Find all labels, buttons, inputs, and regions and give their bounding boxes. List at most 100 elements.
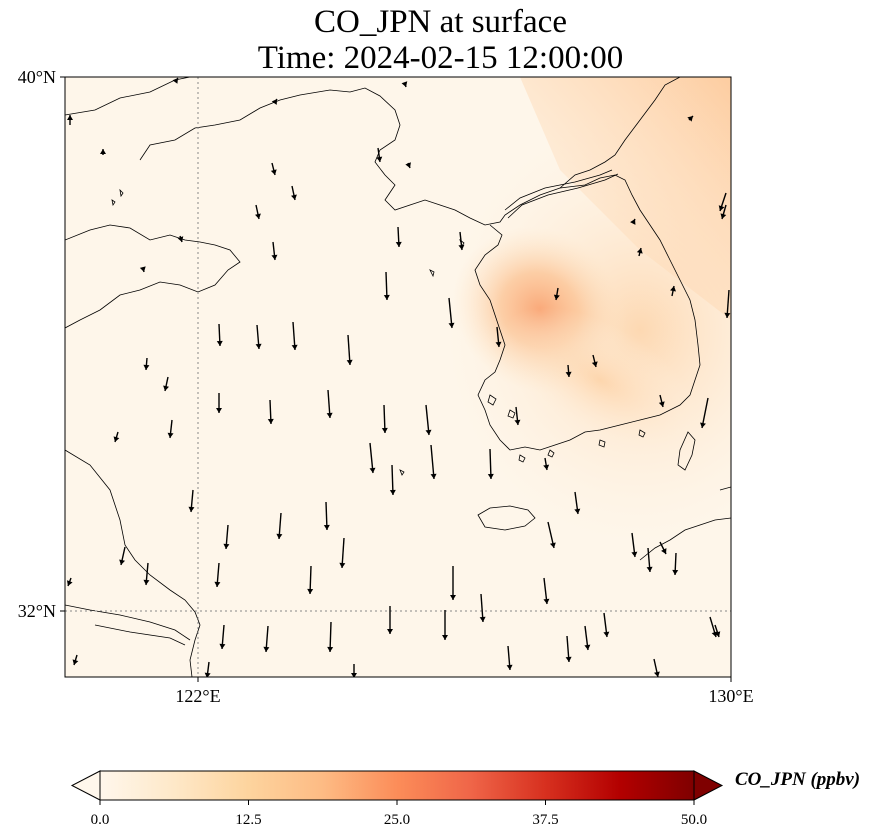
map-frame: [64, 76, 732, 678]
wind-arrow: [658, 394, 665, 408]
wind-arrow: [543, 577, 550, 605]
wind-arrow: [204, 661, 211, 677]
wind-arrow: [630, 218, 636, 225]
wind-arrow: [646, 547, 653, 573]
wind-arrow: [267, 399, 274, 425]
wind-arrow: [636, 247, 643, 257]
wind-arrow: [219, 624, 226, 650]
wind-vectors: [66, 77, 731, 677]
wind-arrow: [584, 625, 591, 651]
wind-arrow: [346, 334, 353, 366]
wind-arrow: [714, 624, 721, 638]
islands: [111, 188, 646, 476]
wind-arrow: [387, 606, 393, 634]
wind-arrow: [113, 431, 120, 443]
wind-arrow: [553, 287, 560, 301]
wind-arrow: [506, 645, 513, 671]
yangtze-estuary: [65, 604, 191, 646]
coastlines: [65, 77, 731, 677]
wind-arrow: [376, 147, 383, 163]
wind-arrow: [495, 326, 502, 348]
colorbar-ticks: 0.0 12.5 25.0 37.5 50.0: [91, 800, 707, 828]
wind-arrow: [653, 658, 660, 677]
wind-arrow: [223, 524, 230, 550]
colorbar-title: CO_JPN (ppbv): [735, 769, 861, 790]
wind-arrow: [271, 241, 278, 261]
lat-tick-label-40n: 40°N: [18, 67, 56, 87]
wind-arrow: [100, 149, 106, 155]
wind-arrow: [425, 404, 432, 436]
wind-arrow: [565, 364, 572, 378]
yalu-border: [504, 169, 619, 219]
wind-arrow: [458, 231, 465, 251]
wind-arrow: [405, 162, 411, 169]
wind-arrow: [72, 654, 79, 666]
colorbar-tick-label: 25.0: [384, 812, 410, 828]
wind-arrow: [351, 664, 357, 677]
wind-arrow: [631, 532, 638, 558]
wind-arrow: [143, 357, 150, 371]
wind-arrow: [720, 204, 727, 220]
wind-arrow: [687, 115, 694, 122]
wind-arrow: [276, 512, 283, 540]
wind-arrow: [389, 464, 396, 496]
wind-arrow: [672, 552, 679, 576]
wind-arrow: [574, 491, 581, 515]
wind-arrow: [167, 419, 174, 439]
wind-arrow: [487, 448, 494, 480]
wind-arrow: [67, 115, 73, 125]
plume-southeast-tail: [500, 307, 700, 453]
wind-arrow: [271, 98, 278, 105]
wind-arrow: [603, 612, 610, 638]
wind-arrow: [307, 565, 314, 595]
plume-northeast-band: [520, 77, 731, 320]
wind-arrow: [442, 610, 448, 640]
wind-arrow: [270, 162, 277, 176]
wind-arrow: [514, 406, 521, 426]
colorbar-tick-label: 37.5: [532, 812, 558, 828]
colorbar-extend-max: [693, 770, 724, 801]
wind-arrow: [381, 404, 388, 434]
wind-arrow: [323, 501, 330, 531]
wind-arrow: [401, 81, 408, 88]
wind-arrow: [395, 226, 402, 248]
wind-arrow: [670, 285, 676, 297]
jeju-island: [477, 505, 536, 531]
wind-arrow: [143, 562, 150, 586]
wind-arrow: [430, 444, 437, 480]
gridlines: [65, 77, 731, 677]
wind-arrow: [450, 566, 456, 600]
wind-arrow: [255, 204, 261, 220]
wind-arrow: [263, 625, 270, 653]
wind-arrow: [119, 546, 126, 566]
wind-arrow: [66, 577, 73, 587]
wind-arrow: [188, 489, 195, 513]
kyushu-coast: [639, 486, 731, 561]
map-title-line-2: Time: 2024-02-15 12:00:00: [257, 40, 624, 76]
wind-arrow: [448, 297, 455, 329]
colorbar-ramp: [100, 771, 694, 800]
wind-arrow: [326, 389, 333, 419]
lon-tick-label-130e: 130°E: [708, 686, 753, 706]
wind-arrow: [327, 621, 334, 653]
wind-arrow: [139, 266, 146, 273]
wind-arrow: [547, 521, 556, 549]
lat-tick-label-32n: 32°N: [18, 601, 56, 621]
wind-arrow: [591, 354, 598, 368]
wind-arrow: [543, 457, 550, 471]
wind-arrow: [700, 397, 709, 429]
colorbar: 0.0 12.5 25.0 37.5 50.0: [70, 770, 724, 828]
wind-arrow: [369, 442, 376, 474]
wind-arrow: [659, 541, 667, 555]
colorbar-tick-label: 50.0: [681, 812, 707, 828]
wind-arrow: [177, 235, 184, 243]
colorbar-tick-label: 12.5: [235, 812, 261, 828]
wind-arrow: [479, 593, 486, 623]
colorbar-extend-min: [70, 770, 101, 801]
wind-arrow: [718, 192, 727, 212]
wind-arrow: [255, 324, 262, 350]
jiangsu-coast: [65, 449, 201, 677]
wind-arrow: [163, 376, 169, 392]
wind-arrow: [216, 323, 223, 347]
